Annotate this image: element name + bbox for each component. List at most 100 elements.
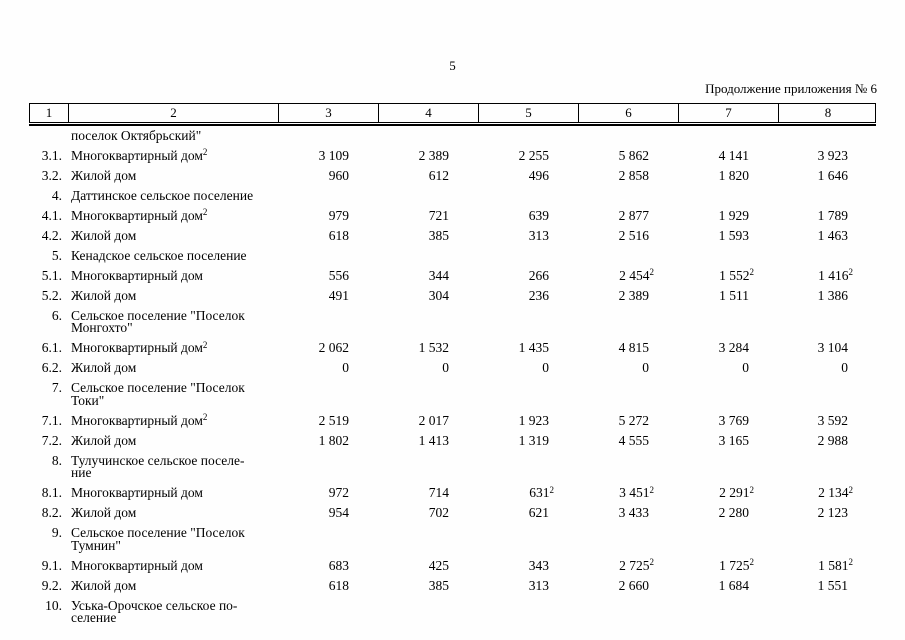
value-cell: 1 511 [719,287,749,303]
value-cell: 1 463 [817,227,848,243]
footnote-marker: 2 [202,339,208,350]
table-body: поселок Октябрьский" 3.1. Многоквартирный … [29,126,876,629]
value-cell: 425 [428,557,449,573]
value-cell: 2 516 [618,227,649,243]
value-cell: 3 109 [318,147,349,163]
table-row: 4.2. Жилой дом 618 385 313 2 516 1 593 1 463 [29,226,876,246]
row-number-cell: 5.2. [41,287,62,303]
value-cell: 266 [528,267,549,283]
value-cell [777,186,876,206]
value-cell: 304 [428,287,449,303]
value-cell: 2 062 [318,340,349,355]
value-cell: 3 165 [718,432,749,448]
value-cell [577,451,677,484]
value-cell: 3 4512 [619,484,654,500]
value-cell [777,379,876,412]
value-cell: 0 [442,360,449,375]
column-header: 3 [278,104,378,122]
value-cell: 2 519 [318,412,349,428]
footnote-marker: 2 [848,267,854,277]
row-number-cell: 6. [51,307,62,323]
row-number-cell: 5. [51,247,62,263]
row-label-cell: Жилой дом [71,360,137,375]
table-row: 7.1. Многоквартирный дом2 2 519 2 017 1 923 5… [29,411,876,431]
footnote-marker: 2 [848,557,854,567]
table-row: 8. Тулучинское сельское поселе- ние [29,451,876,484]
table-row: 9. Сельское поселение "Поселок Тумнин" [29,524,876,557]
row-label-cell: Многоквартирный дом2 [71,339,208,355]
value-cell [577,186,677,206]
row-label-cell: Кенадское сельское поселение [71,247,247,263]
value-cell [477,379,577,412]
value-cell: 2 389 [418,147,449,163]
row-number-cell: 3.2. [41,167,62,183]
value-cell: 4 141 [718,147,749,163]
value-cell [377,246,477,266]
row-number-cell: 4.2. [41,227,62,243]
row-label-cell: Жилой дом [71,227,137,243]
value-cell: 2 4542 [619,267,655,283]
column-header: 1 [45,104,53,120]
row-label-cell: Уська-Орочское сельское по- селение [71,597,238,625]
column-header: 7 [678,104,778,122]
value-cell [677,524,777,557]
value-cell [377,451,477,484]
table-row: 5.1. Многоквартирный дом 556 344 266 2 4542 1 … [29,266,876,286]
value-cell [677,451,777,484]
footnote-marker: 2 [649,557,655,567]
footnote-marker: 2 [749,557,755,567]
table-row: 6.2. Жилой дом 0 0 0 0 0 0 [29,359,876,379]
value-cell [777,524,876,557]
value-cell: 618 [328,577,349,593]
value-cell: 1 413 [418,432,449,448]
footnote-marker: 2 [848,484,854,495]
value-cell [377,126,477,146]
value-cell [277,451,377,484]
value-cell: 385 [428,577,449,593]
value-cell: 1 929 [718,207,749,223]
row-number-cell [29,126,67,146]
value-cell: 2 123 [817,505,848,520]
value-cell [477,306,577,339]
value-cell: 721 [428,207,449,223]
value-cell: 1 386 [817,287,848,303]
row-number-cell: 8.1. [41,485,62,500]
value-cell [577,246,677,266]
value-cell [577,596,677,629]
footnote-marker: 2 [202,207,208,217]
value-cell: 2 877 [618,207,649,223]
value-cell: 639 [528,207,549,223]
value-cell: 1 319 [518,432,549,448]
value-cell [377,379,477,412]
value-cell [677,306,777,339]
row-number-cell: 7. [51,380,62,395]
value-cell: 3 433 [618,505,649,520]
value-cell: 1 532 [418,340,449,355]
value-cell [277,306,377,339]
value-cell [477,596,577,629]
row-label-cell: Многоквартирный дом2 [71,207,208,223]
value-cell: 3 769 [718,412,749,428]
value-cell [777,246,876,266]
value-cell: 1 551 [817,577,848,593]
footnote-marker: 2 [649,267,655,277]
value-cell: 960 [328,167,349,183]
value-cell [777,451,876,484]
row-number-cell: 7.2. [41,432,62,448]
row-label-cell: Жилой дом [71,432,137,448]
row-number-cell: 6.1. [41,340,62,355]
table-row: 4.1. Многоквартирный дом2 979 721 639 2 877 1 … [29,206,876,226]
value-cell: 1 593 [718,227,749,243]
table-row: 10. Уська-Орочское сельское по- селение [29,596,876,629]
row-number-cell: 3.1. [41,147,62,163]
value-cell: 954 [328,505,349,520]
value-cell [677,246,777,266]
value-cell: 385 [428,227,449,243]
row-number-cell: 7.1. [41,412,62,428]
value-cell: 1 5522 [719,267,754,283]
value-cell: 343 [528,557,549,573]
value-cell [777,126,876,146]
value-cell: 313 [528,227,549,243]
table-row: поселок Октябрьский" [29,126,876,146]
value-cell [677,379,777,412]
